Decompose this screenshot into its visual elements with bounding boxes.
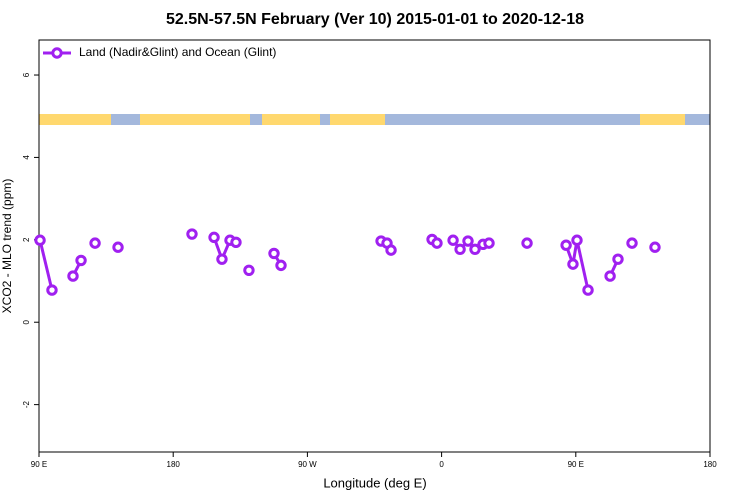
x-tick-label: 180 bbox=[167, 460, 181, 469]
point bbox=[89, 237, 101, 249]
point bbox=[612, 253, 624, 265]
x-tick-label: 90 E bbox=[568, 460, 584, 469]
point bbox=[447, 234, 459, 246]
point bbox=[454, 243, 466, 255]
plot-frame bbox=[38, 39, 711, 453]
chart-title: 52.5N-57.5N February (Ver 10) 2015-01-01… bbox=[166, 11, 584, 28]
point bbox=[75, 254, 87, 267]
x-axis-label: Longitude (deg E) bbox=[323, 475, 426, 490]
y-tick-label: 2 bbox=[22, 237, 31, 242]
point bbox=[268, 247, 280, 260]
y-axis-label: XCO2 - MLO trend (ppm) bbox=[0, 179, 14, 314]
y-tick-label: 6 bbox=[22, 72, 31, 77]
legend-label: Land (Nadir&Glint) and Ocean (Glint) bbox=[79, 45, 276, 59]
x-tick-label: 90 W bbox=[298, 460, 317, 469]
point bbox=[469, 243, 481, 255]
point bbox=[275, 259, 287, 272]
point bbox=[112, 241, 124, 253]
x-tick-label: 0 bbox=[439, 460, 444, 469]
point bbox=[431, 237, 443, 249]
land-strip bbox=[262, 114, 320, 125]
point bbox=[34, 234, 46, 246]
x-tick-label: 90 E bbox=[31, 460, 47, 469]
point bbox=[385, 244, 397, 256]
point bbox=[649, 241, 661, 253]
y-tick-label: 4 bbox=[22, 155, 31, 160]
point bbox=[46, 284, 58, 296]
y-tick-label: -2 bbox=[22, 401, 31, 409]
land-strip bbox=[330, 114, 385, 125]
point bbox=[483, 237, 495, 249]
point bbox=[216, 253, 228, 265]
land-mask-strip bbox=[39, 114, 710, 125]
point bbox=[582, 284, 594, 296]
point bbox=[230, 236, 242, 248]
legend-marker bbox=[51, 47, 63, 59]
point bbox=[462, 235, 474, 247]
land-strip bbox=[140, 114, 250, 125]
point bbox=[208, 231, 220, 244]
point bbox=[571, 234, 583, 246]
point bbox=[243, 264, 255, 277]
y-tick-label: 0 bbox=[22, 319, 31, 324]
point bbox=[567, 258, 579, 270]
point bbox=[67, 270, 79, 282]
point bbox=[626, 237, 638, 249]
land-strip bbox=[39, 114, 111, 125]
x-tick-label: 180 bbox=[703, 460, 717, 469]
point bbox=[560, 239, 572, 251]
point bbox=[604, 270, 616, 282]
point bbox=[521, 237, 533, 249]
land-strip bbox=[640, 114, 685, 125]
point bbox=[186, 228, 198, 240]
